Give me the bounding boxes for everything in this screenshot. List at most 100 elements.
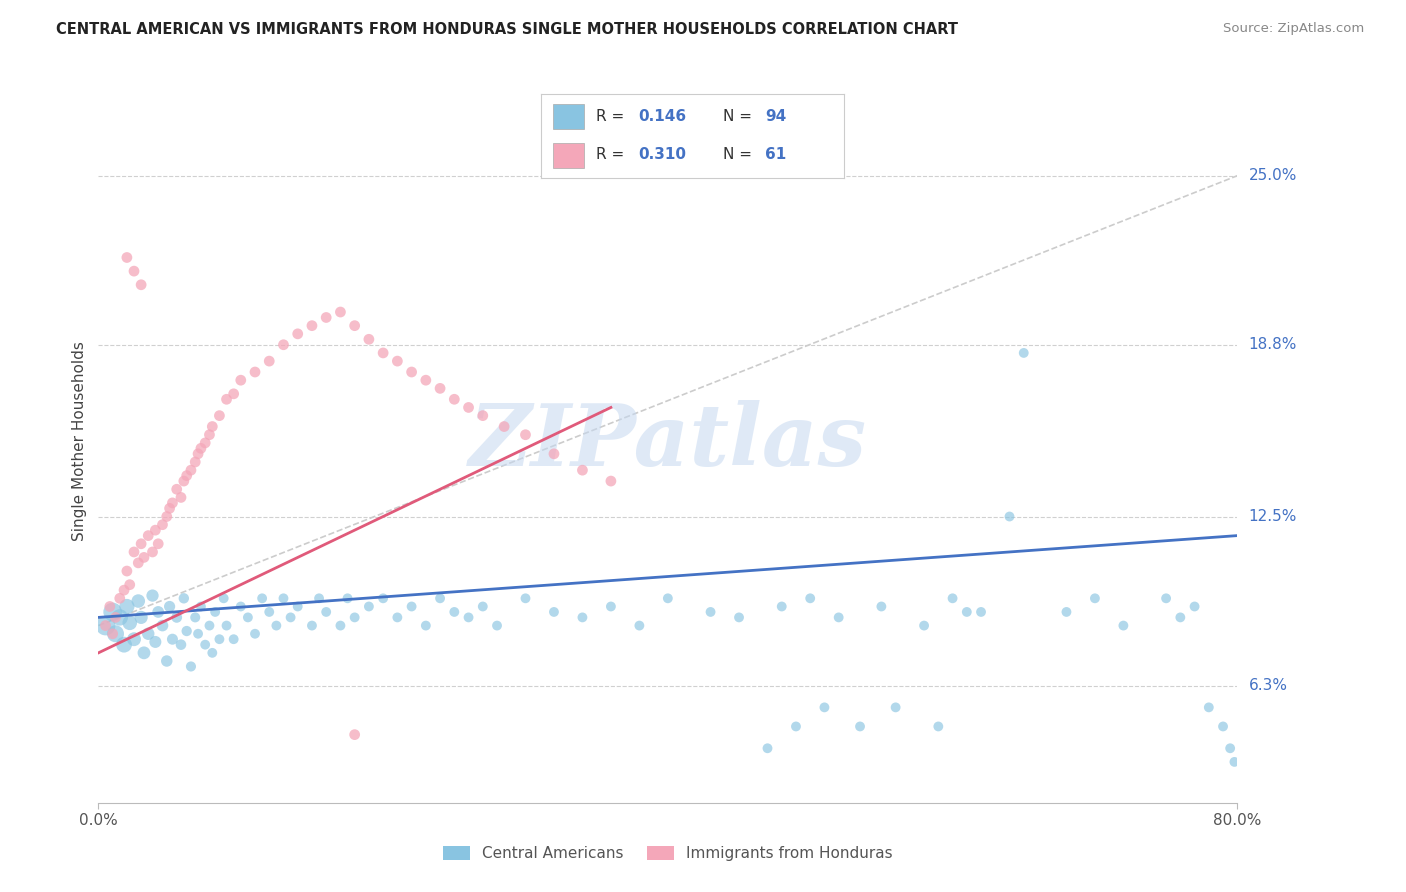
Point	[813, 700, 835, 714]
Point	[122, 545, 145, 559]
Point	[1184, 599, 1206, 614]
Point	[212, 591, 235, 606]
Point	[308, 591, 330, 606]
Point	[208, 632, 231, 647]
Point	[343, 728, 366, 742]
Point	[180, 659, 202, 673]
Point	[259, 354, 281, 368]
Point	[515, 591, 537, 606]
Point	[373, 591, 395, 606]
Point	[443, 392, 465, 407]
Point	[118, 577, 141, 591]
Point	[301, 318, 323, 333]
Point	[136, 626, 159, 640]
Point	[132, 550, 155, 565]
Point	[357, 599, 380, 614]
Point	[571, 610, 593, 624]
Point	[215, 618, 238, 632]
Point	[145, 523, 167, 537]
Point	[387, 610, 409, 624]
Point	[194, 638, 217, 652]
Text: CENTRAL AMERICAN VS IMMIGRANTS FROM HONDURAS SINGLE MOTHER HOUSEHOLDS CORRELATIO: CENTRAL AMERICAN VS IMMIGRANTS FROM HOND…	[56, 22, 959, 37]
Point	[785, 719, 807, 733]
Point	[1056, 605, 1078, 619]
Point	[401, 599, 423, 614]
Text: 0.146: 0.146	[638, 109, 686, 124]
Point	[1012, 346, 1035, 360]
Point	[222, 632, 245, 647]
Point	[204, 605, 226, 619]
Point	[194, 436, 217, 450]
Point	[266, 618, 288, 632]
Text: 94: 94	[765, 109, 786, 124]
Point	[141, 545, 163, 559]
Point	[1198, 700, 1220, 714]
Point	[115, 564, 138, 578]
Point	[129, 610, 152, 624]
Point	[112, 583, 135, 598]
Point	[870, 599, 893, 614]
Point	[148, 605, 170, 619]
Point	[343, 318, 366, 333]
Point	[236, 610, 259, 624]
Point	[315, 310, 337, 325]
Point	[118, 615, 141, 630]
Point	[457, 610, 479, 624]
Point	[229, 373, 252, 387]
Point	[571, 463, 593, 477]
Point	[94, 618, 117, 632]
Point	[828, 610, 851, 624]
Point	[956, 605, 979, 619]
Point	[190, 599, 212, 614]
Point	[159, 501, 181, 516]
Text: ZIPatlas: ZIPatlas	[468, 400, 868, 483]
Point	[543, 605, 565, 619]
Point	[162, 496, 184, 510]
Point	[600, 599, 623, 614]
Point	[259, 605, 281, 619]
Point	[132, 646, 155, 660]
Point	[600, 474, 623, 488]
Point	[494, 419, 516, 434]
Point	[94, 618, 117, 632]
Point	[387, 354, 409, 368]
Point	[429, 591, 451, 606]
Point	[187, 626, 209, 640]
Point	[129, 537, 152, 551]
Point	[343, 610, 366, 624]
FancyBboxPatch shape	[554, 103, 583, 129]
Point	[108, 591, 131, 606]
Point	[301, 618, 323, 632]
Point	[471, 409, 494, 423]
Point	[98, 599, 121, 614]
Point	[122, 632, 145, 647]
Point	[912, 618, 935, 632]
Point	[198, 427, 221, 442]
Point	[162, 632, 184, 647]
Point	[148, 537, 170, 551]
Point	[115, 251, 138, 265]
Point	[112, 638, 135, 652]
Point	[998, 509, 1021, 524]
Point	[176, 624, 198, 638]
Point	[127, 594, 149, 608]
Point	[628, 618, 651, 632]
Point	[486, 618, 509, 632]
Point	[1084, 591, 1107, 606]
Point	[170, 638, 193, 652]
Point	[108, 610, 131, 624]
Point	[190, 442, 212, 456]
Text: 18.8%: 18.8%	[1249, 337, 1296, 352]
Point	[229, 599, 252, 614]
Point	[728, 610, 751, 624]
Point	[287, 326, 309, 341]
Point	[187, 447, 209, 461]
Text: 61: 61	[765, 147, 786, 162]
Point	[1219, 741, 1241, 756]
Point	[287, 599, 309, 614]
Point	[443, 605, 465, 619]
Text: 12.5%: 12.5%	[1249, 509, 1296, 524]
Point	[122, 264, 145, 278]
Point	[243, 626, 266, 640]
Point	[176, 468, 198, 483]
